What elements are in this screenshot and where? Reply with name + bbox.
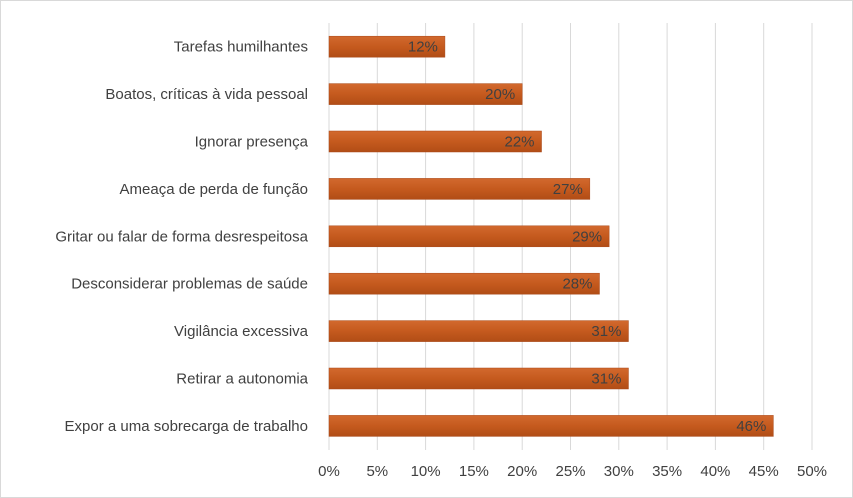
data-label: 28%	[562, 276, 592, 293]
bar	[328, 130, 542, 153]
x-tick-label: 40%	[700, 463, 730, 480]
bar	[328, 35, 446, 58]
bar	[328, 272, 600, 295]
data-label: 31%	[591, 371, 621, 388]
bar	[328, 83, 523, 105]
x-tick-label: 20%	[507, 463, 537, 480]
category-label: Expor a uma sobrecarga de trabalho	[65, 418, 308, 435]
x-tick-label: 45%	[749, 463, 779, 480]
data-label: 31%	[591, 323, 621, 340]
data-labels: 12% 20% 22% 27% 29% 28% 31% 31% 46%	[408, 39, 766, 435]
x-tick-label: 10%	[411, 463, 441, 480]
x-tick-label: 5%	[366, 463, 388, 480]
category-label: Vigilância excessiva	[174, 323, 309, 340]
category-label: Gritar ou falar de forma desrespeitosa	[55, 228, 308, 245]
x-tick-label: 35%	[652, 463, 682, 480]
category-label: Desconsiderar problemas de saúde	[71, 276, 308, 293]
x-tick-label: 30%	[604, 463, 634, 480]
x-tick-label: 0%	[318, 463, 340, 480]
data-label: 12%	[408, 39, 438, 56]
x-tick-label: 25%	[555, 463, 585, 480]
data-label: 29%	[572, 228, 602, 245]
data-label: 20%	[485, 86, 515, 103]
bar	[328, 367, 629, 390]
data-label: 22%	[504, 134, 534, 151]
bar	[328, 320, 629, 342]
category-label: Tarefas humilhantes	[174, 39, 308, 56]
x-tick-label: 15%	[459, 463, 489, 480]
bars	[328, 35, 774, 437]
category-label: Ignorar presença	[195, 134, 309, 151]
x-tick-label: 50%	[797, 463, 827, 480]
bar	[328, 415, 774, 437]
category-label: Ameaça de perda de função	[120, 181, 308, 198]
data-label: 46%	[736, 418, 766, 435]
bar	[328, 178, 591, 200]
x-tick-labels: 0% 5% 10% 15% 20% 25% 30% 35% 40% 45% 50%	[318, 463, 827, 480]
category-labels: Tarefas humilhantes Boatos, críticas à vi…	[55, 39, 308, 435]
bar	[328, 225, 610, 248]
data-label: 27%	[553, 181, 583, 198]
category-label: Retirar a autonomia	[176, 371, 308, 388]
category-label: Boatos, críticas à vida pessoal	[105, 86, 308, 103]
